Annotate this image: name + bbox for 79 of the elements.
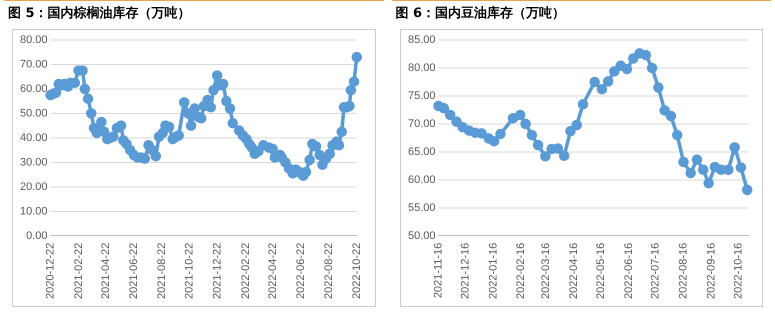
y-tick-label: 50.00 (407, 230, 436, 242)
y-tick-label: 40.00 (20, 132, 48, 144)
point (577, 99, 588, 110)
point (438, 102, 449, 114)
chart-title: 图 6：国内豆油库存（万吨） (394, 4, 566, 23)
point (588, 76, 600, 88)
point (652, 82, 664, 93)
point (564, 126, 576, 136)
x-tick-label: 2020-12-22 (44, 242, 57, 300)
y-tick-label: 80.00 (20, 34, 48, 46)
x-tick-label: 2022-08-16 (677, 242, 690, 300)
point (514, 110, 525, 120)
point (702, 178, 714, 188)
y-tick-label: 70.00 (407, 118, 436, 130)
x-tick-label: 2022-04-22 (267, 242, 280, 300)
x-tick-label: 2021-10-22 (184, 242, 196, 300)
x-tick-label: 2021-06-22 (128, 242, 140, 300)
point (526, 130, 537, 140)
point (684, 168, 696, 178)
x-tick-label: 2022-03-16 (540, 242, 552, 300)
point (741, 184, 752, 196)
y-tick-label: 65.00 (407, 146, 436, 158)
x-tick-label: 2022-10-22 (350, 242, 363, 300)
point (621, 64, 632, 74)
point (507, 113, 518, 124)
point (602, 76, 613, 87)
x-tick-label: 2021-12-22 (212, 242, 224, 300)
x-tick-label: 2021-08-22 (156, 242, 168, 300)
x-tick-label: 2021-04-22 (100, 242, 112, 300)
x-tick-label: 2022-02-22 (240, 242, 252, 300)
point (444, 110, 455, 120)
x-tick-label: 2022-05-16 (594, 242, 606, 300)
point (627, 53, 638, 64)
point (532, 140, 543, 150)
x-tick-label: 2022-06-22 (294, 242, 307, 300)
y-tick-label: 75.00 (407, 90, 436, 102)
x-tick-label: 2022-07-16 (649, 242, 662, 300)
y-tick-label: 60.00 (407, 174, 436, 186)
y-tick-label: 50.00 (20, 107, 48, 120)
point (570, 120, 582, 130)
x-tick-label: 2022-02-16 (514, 242, 527, 300)
x-tick-label: 2022-08-22 (322, 242, 335, 300)
y-tick-label: 80.00 (407, 62, 436, 74)
point (678, 156, 688, 168)
point (646, 62, 657, 74)
x-tick-label: 2022-10-16 (732, 242, 744, 300)
y-tick-label: 0.00 (26, 230, 48, 242)
x-tick-label: 2021-02-22 (72, 242, 85, 300)
x-tick-label: 2021-11-16 (432, 242, 444, 298)
point (735, 162, 746, 173)
point (658, 105, 670, 116)
x-tick-label: 2022-09-16 (704, 242, 717, 300)
y-tick-label: 55.00 (407, 202, 436, 214)
y-tick-label: 10.00 (20, 205, 48, 218)
point (558, 150, 569, 162)
x-tick-label: 2022-04-16 (568, 242, 580, 300)
point (520, 118, 530, 130)
point (608, 66, 620, 77)
point (671, 130, 682, 140)
point (697, 164, 708, 175)
y-tick-label: 60.00 (20, 82, 48, 95)
point (691, 154, 702, 165)
point (728, 142, 740, 153)
point (494, 128, 506, 140)
x-tick-label: 2022-01-16 (486, 242, 499, 300)
chart-title: 图 5：国内棕榈油库存（万吨） (7, 4, 192, 23)
point (450, 116, 462, 127)
point (457, 122, 468, 132)
y-tick-label: 70.00 (20, 58, 48, 70)
x-tick-label: 2022-06-16 (622, 242, 634, 300)
y-tick-label: 30.00 (20, 156, 48, 168)
point (540, 151, 550, 162)
point (596, 84, 607, 94)
x-tick-label: 2021-12-16 (458, 242, 471, 300)
point (665, 110, 676, 122)
point (488, 136, 499, 146)
point (640, 50, 651, 60)
y-tick-label: 20.00 (20, 180, 48, 193)
y-tick-label: 85.00 (407, 34, 436, 46)
